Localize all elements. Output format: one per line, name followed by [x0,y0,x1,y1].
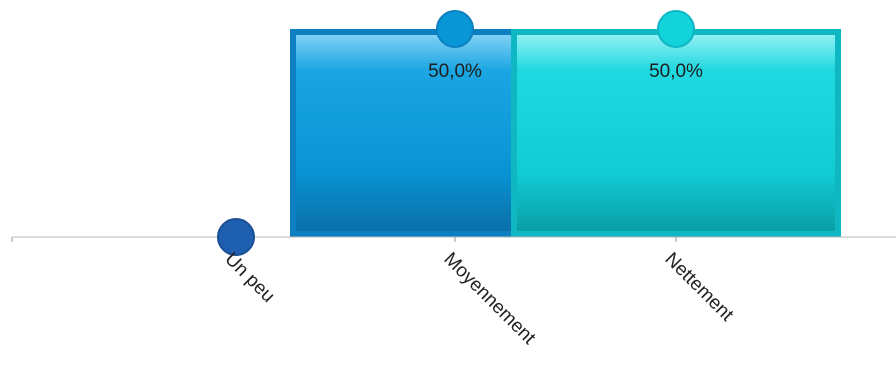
data-label-moyennement: 50,0% [428,61,482,82]
bar-nettement[interactable] [511,29,841,237]
category-label-nettement: Nettement [660,249,737,326]
category-label-moyennement: Moyennement [439,249,539,349]
marker-moyennement[interactable] [436,10,474,48]
marker-nettement[interactable] [657,10,695,48]
category-label-un-peu: Un peu [220,249,278,307]
marker-un-peu[interactable] [217,218,255,256]
data-label-nettement: 50,0% [649,61,703,82]
bar-fill-nettement [517,35,835,231]
